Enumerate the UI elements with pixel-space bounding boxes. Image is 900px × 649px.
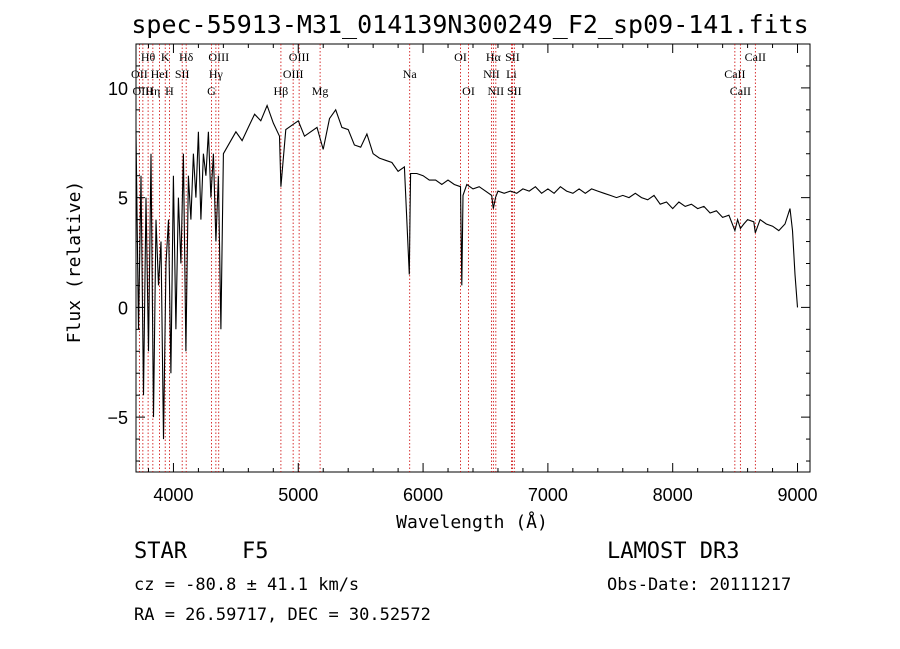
spectral-line-label: SII (505, 50, 520, 64)
subclass-label: F5 (242, 539, 269, 564)
spectral-line-label: OIII (289, 50, 310, 64)
spectral-line-label: OIII (283, 67, 304, 81)
y-tick-label: 5 (118, 189, 128, 209)
plot-frame (135, 43, 811, 473)
spectral-line-label: SII (175, 67, 190, 81)
spectral-line-label: Hγ (209, 67, 224, 81)
spectral-line-label: SII (507, 84, 522, 98)
spectral-line-label: HeI (151, 67, 169, 81)
spectral-line-label: G (207, 84, 216, 98)
spectral-line-label: Hδ (179, 50, 194, 64)
y-tick-label: 0 (118, 298, 128, 318)
spectral-line-label: CaII (745, 50, 766, 64)
flux-series-line (135, 103, 799, 440)
spectral-line-label: Hθ (141, 50, 156, 64)
spectral-line-label: OI (454, 50, 467, 64)
x-tick-label: 8000 (653, 485, 693, 505)
chart-title: spec-55913-M31_014139N300249_F2_sp09-141… (131, 10, 808, 39)
spectral-line-label: Mg (312, 84, 329, 98)
y-axis-label: Flux (relative) (64, 181, 85, 344)
y-axis-ticks: −5 0 5 10 (107, 43, 810, 462)
class-label: STAR (134, 539, 188, 564)
spectral-line-label: CaII (724, 67, 745, 81)
x-axis-label: Wavelength (Å) (396, 511, 548, 533)
x-tick-label: 6000 (403, 485, 443, 505)
spectral-line-label: OI (462, 84, 475, 98)
obs-date: Obs-Date: 20111217 (607, 575, 791, 595)
x-axis-ticks: 4000 5000 6000 7000 8000 9000 (147, 44, 818, 505)
spectral-line-label: Hβ (274, 84, 289, 98)
spectral-line-markers (138, 44, 756, 472)
x-tick-label: 9000 (777, 485, 817, 505)
spectral-line-label: NII (483, 67, 500, 81)
x-tick-label: 5000 (278, 485, 318, 505)
spectral-line-label: CaII (730, 84, 751, 98)
spectral-line-label: Li (506, 67, 517, 81)
coordinates: RA = 26.59717, DEC = 30.52572 (134, 605, 431, 625)
spectral-line-label: Na (403, 67, 418, 81)
spectral-line-label: Hη (145, 84, 160, 98)
y-tick-label: 10 (108, 79, 128, 99)
spectral-line-label: OIII (208, 50, 229, 64)
survey-label: LAMOST DR3 (607, 539, 739, 564)
spectral-line-label: K (161, 50, 170, 64)
spectral-line-label: H (165, 84, 174, 98)
y-tick-label: −5 (107, 408, 128, 428)
cz-value: cz = -80.8 ± 41.1 km/s (134, 575, 359, 595)
spectral-line-label: OII (131, 67, 148, 81)
x-tick-label: 4000 (153, 485, 193, 505)
spectral-line-label: Hα (486, 50, 502, 64)
x-tick-label: 7000 (528, 485, 568, 505)
spectral-line-label: NII (488, 84, 505, 98)
